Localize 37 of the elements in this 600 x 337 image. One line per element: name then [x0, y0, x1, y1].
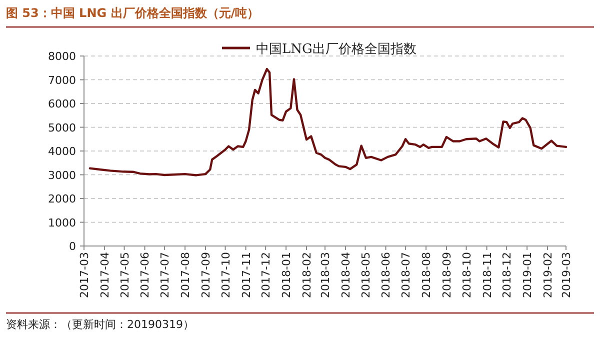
y-tick-label: 2000 [48, 192, 76, 206]
y-tick-label: 7000 [48, 74, 76, 87]
x-tick-label: 2017-04 [98, 252, 112, 298]
x-tick-label: 2017-03 [78, 252, 91, 298]
x-tick-label: 2017-08 [179, 252, 192, 298]
text: 资料来源：（更新时间：20190319） [6, 318, 194, 331]
chart-title: 图 53：中国 LNG 出厂价格全国指数（元/吨） [6, 6, 260, 20]
x-tick-label: 2017-06 [138, 252, 152, 298]
x-tick-label: 2018-04 [339, 252, 352, 298]
x-tick-label: 2017-12 [260, 252, 273, 298]
x-tick-label: 2017-07 [158, 252, 172, 298]
x-tick-label: 2018-03 [319, 252, 332, 298]
x-tick-label: 2018-10 [460, 252, 474, 298]
y-tick-label: 4000 [48, 145, 76, 158]
x-tick-label: 2017-05 [118, 252, 132, 298]
x-tick-label: 2018-07 [400, 252, 413, 298]
y-tick-label: 6000 [48, 98, 76, 110]
x-tick-label: 2018-05 [359, 252, 372, 298]
y-tick-label: 5000 [48, 121, 76, 134]
x-tick-label: 2019-01 [521, 252, 534, 298]
x-tick-label: 2019-03 [560, 252, 573, 298]
x-tick-label: 2018-09 [440, 252, 454, 298]
x-tick-label: 2018-02 [300, 252, 314, 298]
x-tick-label: 2019-02 [542, 252, 555, 298]
legend-label: 中国LNG出厂价格全国指数 [256, 42, 416, 57]
x-tick-label: 2017-11 [240, 252, 253, 298]
x-tick-label: 2017-10 [219, 252, 232, 298]
x-tick-label: 2018-01 [280, 252, 294, 298]
y-tick-label: 0 [69, 240, 76, 253]
x-tick-label: 2018-11 [480, 252, 494, 298]
x-tick-label: 2018-06 [380, 252, 393, 298]
y-tick-label: 8000 [48, 50, 76, 63]
y-tick-label: 1000 [48, 216, 76, 230]
x-tick-label: 2018-08 [420, 252, 434, 298]
x-tick-label: 2017-09 [199, 252, 212, 298]
y-tick-label: 3000 [48, 168, 76, 182]
x-tick-label: 2018-12 [500, 252, 514, 298]
